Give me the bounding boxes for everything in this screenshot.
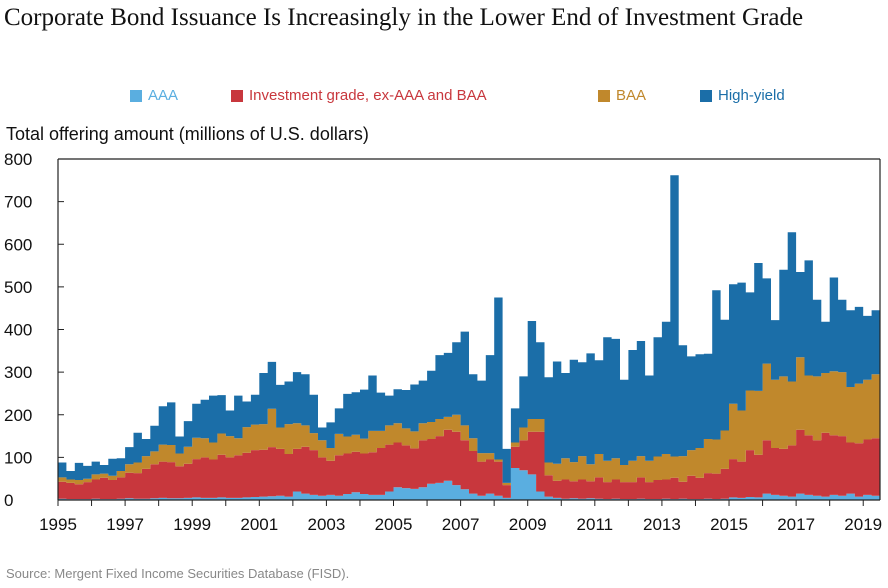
source-note: Source: Mergent Fixed Income Securities …	[6, 566, 350, 581]
chart-title: Corporate Bond Issuance Is Increasingly …	[4, 4, 804, 31]
x-tick-label: 2009	[509, 515, 547, 534]
y-tick-label: 600	[4, 235, 32, 254]
y-tick-label: 500	[4, 278, 32, 297]
y-axis-label: Total offering amount (millions of U.S. …	[6, 124, 369, 144]
y-tick-label: 700	[4, 193, 32, 212]
x-tick-label: 2007	[442, 515, 480, 534]
legend-label: High-yield	[718, 87, 785, 104]
y-tick-label: 200	[4, 406, 32, 425]
legend-item: AAA	[130, 87, 178, 104]
x-tick-label: 2017	[777, 515, 815, 534]
legend-item: BAA	[598, 87, 646, 104]
y-tick-label: 800	[4, 150, 32, 169]
legend-swatch	[700, 89, 712, 102]
legend-swatch	[598, 89, 610, 102]
x-tick-label: 2013	[643, 515, 681, 534]
legend-item: Investment grade, ex-AAA and BAA	[231, 87, 487, 104]
legend: AAA Investment grade, ex-AAA and BAA BAA Hi…	[0, 87, 888, 107]
series-area-high-yield	[58, 175, 880, 483]
legend-label: Investment grade, ex-AAA and BAA	[249, 87, 487, 104]
series-area-investment-grade-ex-aaa-and-baa	[58, 429, 880, 500]
x-tick-label: 2003	[307, 515, 345, 534]
x-tick-label: 2015	[710, 515, 748, 534]
y-tick-label: 400	[4, 321, 32, 340]
x-tick-label: 2011	[577, 515, 614, 534]
legend-swatch	[130, 89, 142, 102]
x-tick-label: 2001	[240, 515, 278, 534]
x-tick-label: 2019	[844, 515, 882, 534]
y-tick-label: 0	[4, 491, 13, 510]
x-tick-label: 1995	[39, 515, 77, 534]
x-tick-label: 1997	[106, 515, 144, 534]
series-area-baa	[58, 357, 880, 486]
x-tick-label: 1999	[173, 515, 211, 534]
legend-item: High-yield	[700, 87, 785, 104]
y-tick-label: 300	[4, 363, 32, 382]
legend-label: AAA	[148, 87, 179, 104]
legend-label: BAA	[616, 87, 647, 104]
x-tick-label: 2005	[375, 515, 413, 534]
y-tick-label: 100	[4, 448, 32, 467]
legend-swatch	[231, 89, 243, 102]
